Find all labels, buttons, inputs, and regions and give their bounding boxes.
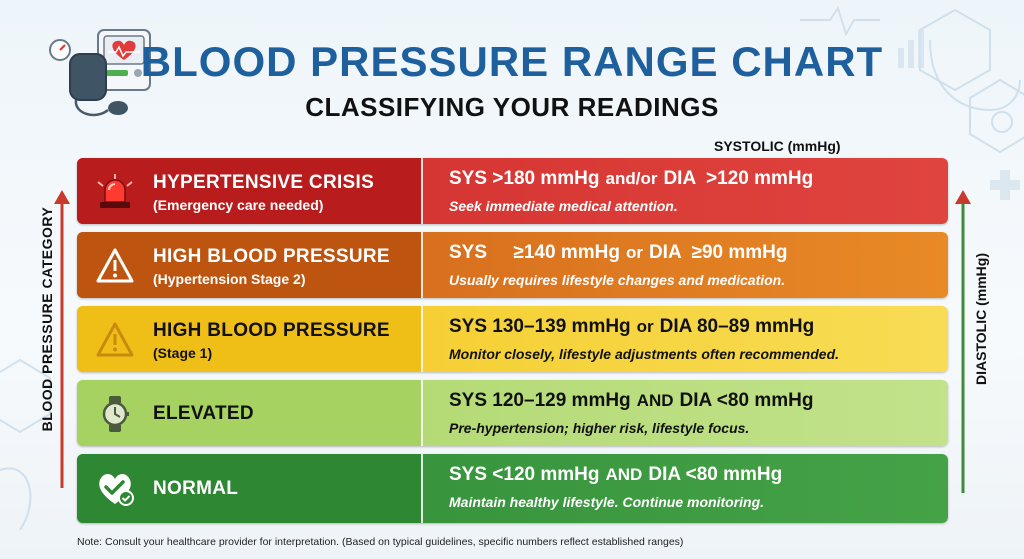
row-high-bp-stage-1: HIGH BLOOD PRESSURE (Stage 1) SYS 130–13… <box>77 306 948 372</box>
category-subtitle: (Hypertension Stage 2) <box>153 271 305 287</box>
range-cell: SYS 120–129 mmHg AND DIA <80 mmHg Pre-hype… <box>423 380 948 446</box>
range-conjunction: AND <box>606 465 643 484</box>
diastolic-range: DIA 80–89 mmHg <box>660 316 815 337</box>
category-title: HIGH BLOOD PRESSURE <box>153 320 390 342</box>
warning-icon <box>95 246 135 286</box>
advice-text: Monitor closely, lifestyle adjustments o… <box>449 346 839 362</box>
systolic-range: SYS 130–139 mmHg <box>449 316 631 337</box>
range-text: SYS ≥140 mmHg or DIA ≥90 mmHg <box>449 242 787 264</box>
range-cell: SYS ≥140 mmHg or DIA ≥90 mmHg Usually requ… <box>423 232 948 298</box>
diastolic-range: DIA <80 mmHg <box>648 464 782 485</box>
range-text: SYS >180 mmHg and/or DIA >120 mmHg <box>449 168 813 190</box>
diastolic-axis-label: DIASTOLIC (mmHg) <box>973 209 995 429</box>
range-conjunction: AND <box>637 391 674 410</box>
advice-text: Usually requires lifestyle changes and m… <box>449 272 785 288</box>
range-conjunction: and/or <box>606 169 658 188</box>
diastolic-range: DIA <80 mmHg <box>680 390 814 411</box>
range-cell: SYS <120 mmHg AND DIA <80 mmHg Maintain he… <box>423 454 948 523</box>
range-text: SYS 130–139 mmHg or DIA 80–89 mmHg <box>449 316 814 338</box>
warning-icon <box>95 320 135 360</box>
advice-text: Pre-hypertension; higher risk, lifestyle… <box>449 420 749 436</box>
row-high-bp-stage-2: HIGH BLOOD PRESSURE (Hypertension Stage … <box>77 232 948 298</box>
diastolic-range: DIA ≥90 mmHg <box>649 242 788 263</box>
range-cell: SYS 130–139 mmHg or DIA 80–89 mmHg Monitor… <box>423 306 948 372</box>
category-cell: HYPERTENSIVE CRISIS (Emergency care need… <box>77 158 423 224</box>
category-subtitle: (Emergency care needed) <box>153 197 323 213</box>
range-text: SYS 120–129 mmHg AND DIA <80 mmHg <box>449 390 813 412</box>
bp-category-table: HYPERTENSIVE CRISIS (Emergency care need… <box>77 158 948 523</box>
category-title: HYPERTENSIVE CRISIS <box>153 172 374 194</box>
siren-icon <box>95 172 135 212</box>
category-cell: NORMAL <box>77 454 423 523</box>
diastolic-axis: DIASTOLIC (mmHg) <box>954 188 1014 498</box>
category-title: ELEVATED <box>153 403 254 425</box>
category-cell: ELEVATED <box>77 380 423 446</box>
category-title: HIGH BLOOD PRESSURE <box>153 246 390 268</box>
advice-text: Seek immediate medical attention. <box>449 198 678 214</box>
footnote: Note: Consult your healthcare provider f… <box>77 536 683 548</box>
page-subtitle: CLASSIFYING YOUR READINGS <box>0 92 1024 123</box>
category-subtitle: (Stage 1) <box>153 345 212 361</box>
category-cell: HIGH BLOOD PRESSURE (Hypertension Stage … <box>77 232 423 298</box>
range-cell: SYS >180 mmHg and/or DIA >120 mmHg Seek im… <box>423 158 948 224</box>
systolic-axis-label: SYSTOLIC (mmHg) <box>714 138 841 154</box>
row-elevated: ELEVATED SYS 120–129 mmHg AND DIA <80 mmHg… <box>77 380 948 446</box>
advice-text: Maintain healthy lifestyle. Continue mon… <box>449 494 764 510</box>
category-axis: BLOOD PRESSURE CATEGORY <box>30 188 70 488</box>
range-conjunction: or <box>626 243 643 262</box>
page-title: BLOOD PRESSURE RANGE CHART <box>0 38 1024 86</box>
diastolic-range: DIA >120 mmHg <box>663 168 813 189</box>
systolic-range: SYS >180 mmHg <box>449 168 600 189</box>
systolic-range: SYS 120–129 mmHg <box>449 390 631 411</box>
category-cell: HIGH BLOOD PRESSURE (Stage 1) <box>77 306 423 372</box>
systolic-range: SYS <120 mmHg <box>449 464 600 485</box>
row-hypertensive-crisis: HYPERTENSIVE CRISIS (Emergency care need… <box>77 158 948 224</box>
range-conjunction: or <box>637 317 654 336</box>
category-title: NORMAL <box>153 478 238 500</box>
range-text: SYS <120 mmHg AND DIA <80 mmHg <box>449 464 782 486</box>
heart-check-icon <box>95 468 135 508</box>
category-axis-label: BLOOD PRESSURE CATEGORY <box>39 179 61 459</box>
watch-icon <box>95 394 135 434</box>
systolic-range: SYS ≥140 mmHg <box>449 242 620 263</box>
row-normal: NORMAL SYS <120 mmHg AND DIA <80 mmHg Main… <box>77 454 948 523</box>
